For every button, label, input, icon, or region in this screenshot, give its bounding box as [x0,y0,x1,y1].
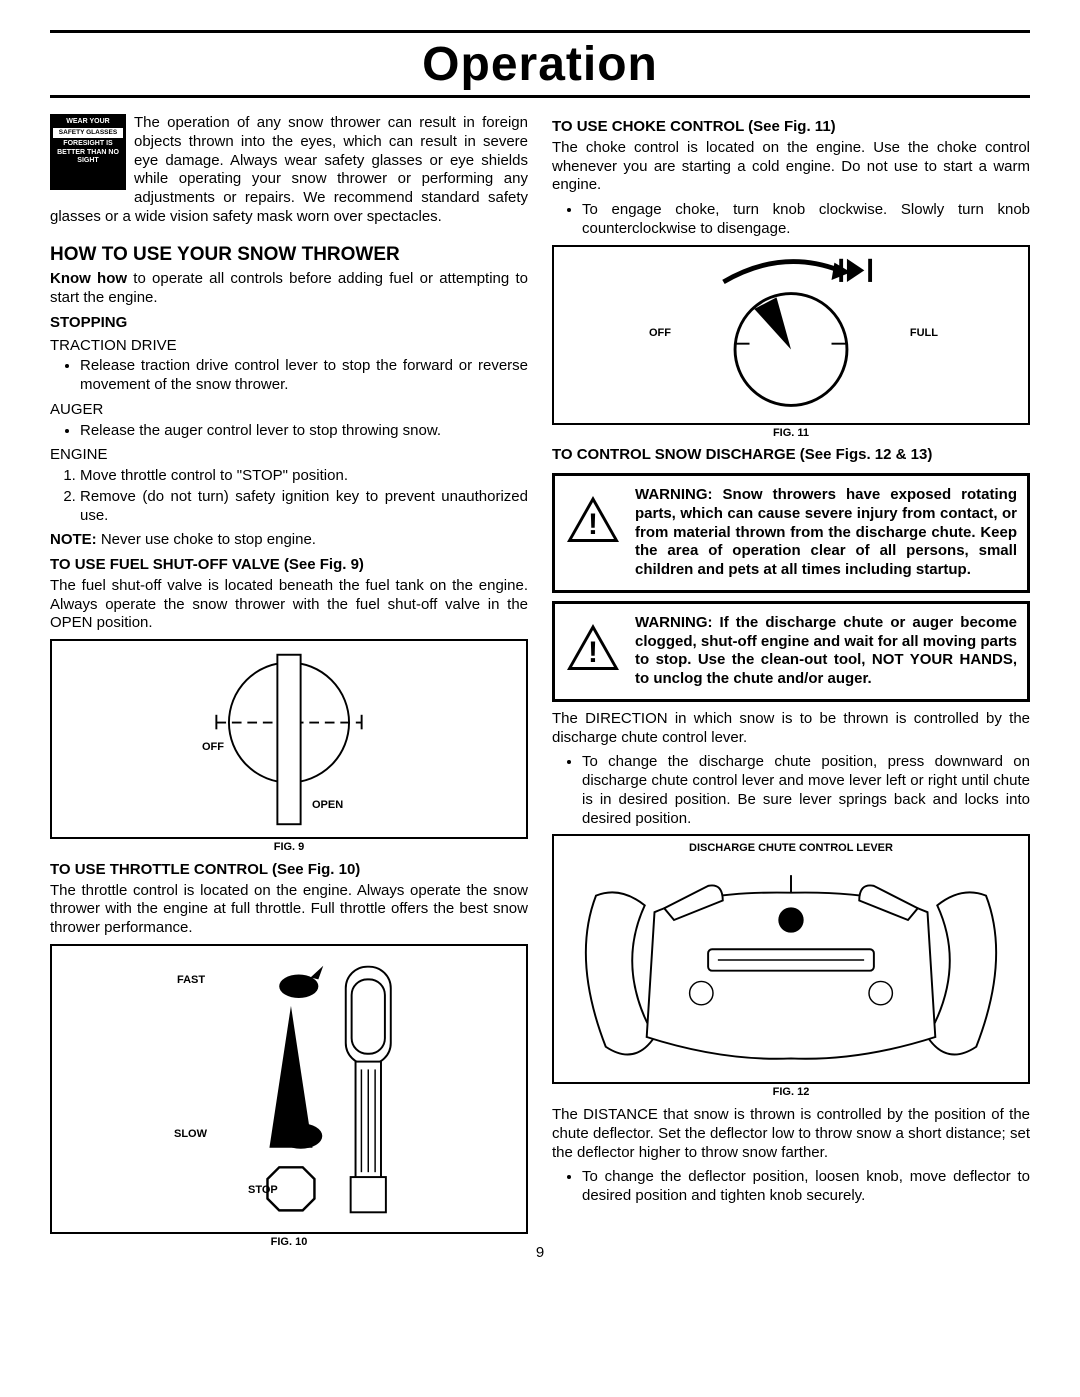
fig10-fast-label: FAST [177,974,205,988]
throttle-heading: TO USE THROTTLE CONTROL (See Fig. 10) [50,861,528,880]
auger-heading: AUGER [50,401,528,420]
label-line-2: SAFETY GLASSES [53,128,123,138]
label-line-1: WEAR YOUR [52,118,124,126]
two-column-layout: WEAR YOUR SAFETY GLASSES FORESIGHT IS BE… [50,112,1030,1256]
fig10-slow-label: SLOW [174,1128,207,1142]
figure-12-box: DISCHARGE CHUTE CONTROL LEVER [552,834,1030,1084]
figure-11-box: OFF FULL [552,245,1030,425]
figure-9-caption: FIG. 9 [50,841,528,855]
fig9-open-label: OPEN [312,799,343,813]
engine-heading: ENGINE [50,446,528,465]
fig12-lever-label: DISCHARGE CHUTE CONTROL LEVER [554,842,1028,856]
know-how-paragraph: Know how to operate all controls before … [50,270,528,308]
direction-bullet-1: To change the discharge chute position, … [582,753,1030,828]
note-paragraph: NOTE: Never use choke to stop engine. [50,531,528,550]
left-column: WEAR YOUR SAFETY GLASSES FORESIGHT IS BE… [50,112,528,1256]
fuel-valve-heading: TO USE FUEL SHUT-OFF VALVE (See Fig. 9) [50,556,528,575]
engine-step-2: Remove (do not turn) safety ignition key… [80,488,528,526]
fig11-off-label: OFF [649,327,671,341]
note-label: NOTE: [50,531,97,548]
warning-1-text: WARNING: Snow throwers have exposed rota… [635,486,1017,580]
discharge-heading: TO CONTROL SNOW DISCHARGE (See Figs. 12 … [552,446,1030,465]
how-to-heading: HOW TO USE YOUR SNOW THROWER [50,243,528,267]
warning-2-text: WARNING: If the discharge chute or auger… [635,614,1017,689]
svg-text:!: ! [588,508,598,541]
fig9-off-label: OFF [202,741,224,755]
traction-heading: TRACTION DRIVE [50,337,528,356]
stopping-heading: STOPPING [50,314,528,333]
fig10-stop-label: STOP [248,1184,278,1198]
throttle-diagram [58,952,520,1226]
auger-bullet-1: Release the auger control lever to stop … [80,422,528,441]
warning-icon: ! [565,622,621,672]
fuel-valve-paragraph: The fuel shut-off valve is located benea… [50,577,528,633]
control-panel-diagram [560,842,1022,1076]
engine-step-1: Move throttle control to "STOP" position… [80,467,528,486]
choke-heading: TO USE CHOKE CONTROL (See Fig. 11) [552,118,1030,137]
figure-10-caption: FIG. 10 [50,1236,528,1250]
note-text: Never use choke to stop engine. [97,531,316,548]
warning-icon: ! [565,494,621,544]
title-underline [50,95,1030,98]
warning-box-2: ! WARNING: If the discharge chute or aug… [552,601,1030,702]
safety-glasses-label: WEAR YOUR SAFETY GLASSES FORESIGHT IS BE… [50,114,126,190]
warning-box-1: ! WARNING: Snow throwers have exposed ro… [552,473,1030,593]
figure-9-box: OFF OPEN [50,639,528,839]
label-line-3: FORESIGHT IS BETTER THAN NO SIGHT [52,140,124,165]
page-title: Operation [50,35,1030,95]
traction-bullet-1: Release traction drive control lever to … [80,357,528,395]
svg-text:!: ! [588,636,598,669]
distance-bullet-1: To change the deflector position, loosen… [582,1168,1030,1206]
choke-paragraph: The choke control is located on the engi… [552,139,1030,195]
fuel-valve-diagram [58,647,520,831]
figure-10-box: FAST SLOW STOP [50,944,528,1234]
figure-12-caption: FIG. 12 [552,1086,1030,1100]
throttle-paragraph: The throttle control is located on the e… [50,882,528,938]
figure-11-caption: FIG. 11 [552,427,1030,441]
right-column: TO USE CHOKE CONTROL (See Fig. 11) The c… [552,112,1030,1256]
choke-diagram [560,253,1022,417]
fig11-full-label: FULL [910,327,938,341]
top-rule [50,30,1030,33]
distance-paragraph: The DISTANCE that snow is thrown is cont… [552,1106,1030,1162]
choke-bullet-1: To engage choke, turn knob clockwise. Sl… [582,201,1030,239]
know-how-label: Know how [50,270,127,287]
direction-paragraph: The DIRECTION in which snow is to be thr… [552,710,1030,748]
